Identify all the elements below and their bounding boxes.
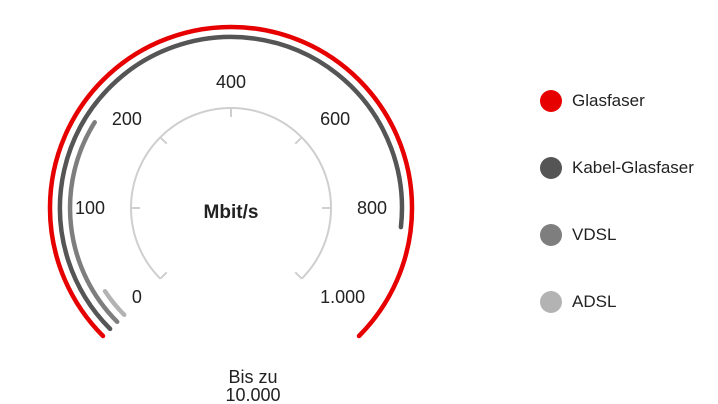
scale-arc bbox=[130, 107, 332, 280]
tick-label: 600 bbox=[320, 109, 350, 129]
scale-tick bbox=[159, 136, 168, 145]
series-arc bbox=[67, 120, 120, 325]
tick-label: 1.000 bbox=[320, 287, 365, 307]
legend-label: Kabel-Glasfaser bbox=[572, 158, 694, 177]
legend-label: ADSL bbox=[572, 292, 617, 311]
tick-label: 400 bbox=[216, 72, 246, 92]
max-label-line1: Bis zu bbox=[228, 367, 277, 387]
series-arc bbox=[102, 288, 127, 318]
legend-marker bbox=[540, 90, 562, 112]
legend-marker bbox=[540, 224, 562, 246]
inner-scale bbox=[130, 107, 332, 280]
legend-label: Glasfaser bbox=[572, 91, 645, 110]
series-arc bbox=[47, 24, 415, 339]
scale-tick bbox=[294, 271, 303, 280]
legend-item-vdsl[interactable]: VDSL bbox=[540, 224, 694, 246]
max-label-line2: 10.000 bbox=[225, 385, 280, 404]
tick-label: 200 bbox=[112, 109, 142, 129]
scale-tick bbox=[159, 271, 168, 280]
legend-marker bbox=[540, 291, 562, 313]
tick-label: 0 bbox=[132, 287, 142, 307]
legend-item-adsl[interactable]: ADSL bbox=[540, 291, 694, 313]
tick-label: 800 bbox=[357, 198, 387, 218]
legend-marker bbox=[540, 157, 562, 179]
unit-label: Mbit/s bbox=[204, 202, 259, 223]
tick-label: 100 bbox=[75, 198, 105, 218]
legend: Glasfaser Kabel-Glasfaser VDSL ADSL bbox=[540, 90, 694, 358]
legend-label: VDSL bbox=[572, 225, 617, 244]
scale-tick bbox=[294, 136, 303, 145]
tick-labels: 0 100 200 400 600 800 1.000 bbox=[75, 72, 387, 307]
series-arc bbox=[57, 34, 405, 332]
series-arcs bbox=[47, 24, 415, 339]
speed-gauge: 0 100 200 400 600 800 1.000 Mbit/s Bis zu 10.0… bbox=[47, 24, 415, 404]
legend-item-glasfaser[interactable]: Glasfaser bbox=[540, 90, 694, 112]
legend-item-kabel-glasfaser[interactable]: Kabel-Glasfaser bbox=[540, 157, 694, 179]
